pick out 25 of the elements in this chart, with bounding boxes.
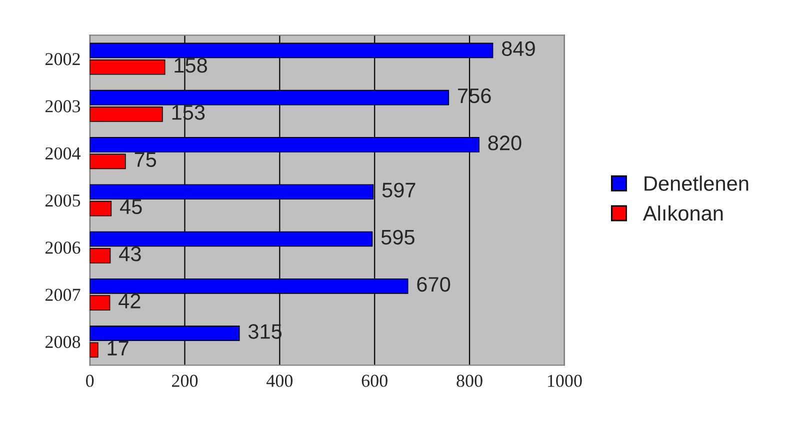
x-tick-label: 800 — [456, 374, 482, 387]
data-label: 670 — [417, 276, 450, 292]
data-label: 820 — [488, 136, 522, 150]
y-tick-label: 2004 — [45, 147, 81, 160]
data-label: 75 — [134, 152, 156, 167]
data-label: 595 — [381, 230, 414, 245]
x-tick-label: 0 — [86, 374, 94, 387]
x-tick-label: 600 — [362, 374, 388, 387]
legend-label: Denetlenen — [644, 176, 748, 191]
x-tick-label: 400 — [266, 374, 293, 387]
data-label: 849 — [502, 41, 535, 56]
data-label: 45 — [120, 200, 142, 214]
y-tick-label: 2008 — [45, 336, 80, 348]
data-label: 42 — [118, 294, 140, 308]
y-tick-label: 2006 — [45, 242, 80, 254]
x-tick-label: 1000 — [548, 374, 582, 387]
data-label: 43 — [119, 246, 141, 262]
data-label: 17 — [108, 341, 128, 356]
x-tick-label: 200 — [172, 374, 198, 387]
legend-label: Alıkonan — [642, 205, 723, 221]
y-tick-label: 2003 — [45, 100, 80, 112]
data-label: 597 — [382, 182, 416, 198]
y-tick-label: 2002 — [45, 53, 80, 66]
y-tick-label: 2005 — [45, 194, 80, 207]
y-tick-label: 2007 — [45, 288, 80, 301]
